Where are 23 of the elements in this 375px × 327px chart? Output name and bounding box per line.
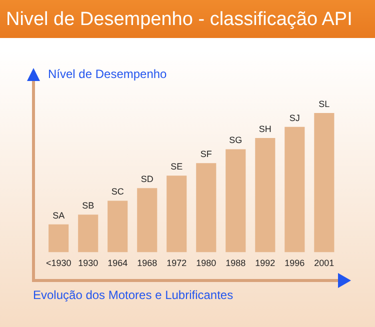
x-tick-label: 1980 <box>196 258 216 268</box>
y-axis-title: Nível de Desempenho <box>48 67 167 81</box>
x-tick-label: <1930 <box>46 258 72 268</box>
x-tick-label: 1988 <box>226 258 246 268</box>
annotation: SC <box>111 186 124 197</box>
x-tick-label: 1968 <box>137 258 158 268</box>
annotation: SJ <box>289 112 300 123</box>
x-tick-label: 1972 <box>166 258 187 268</box>
x-tick-label: 2001 <box>314 258 334 268</box>
annotation: SF <box>200 149 212 160</box>
annotation: SE <box>170 162 183 172</box>
x-tick-label: 1996 <box>284 258 305 268</box>
chart-title: Nivel de Desempenho - classificação API <box>0 0 375 40</box>
x-tick-label: 1964 <box>108 258 128 268</box>
x-tick-label: 1930 <box>78 258 98 268</box>
x-axis-title: Evolução dos Motores e Lubrificantes <box>33 288 234 302</box>
annotation: SH <box>258 124 272 134</box>
annotation: SA <box>52 210 65 220</box>
annotation: SB <box>82 200 94 211</box>
x-tick-label: 1992 <box>255 258 276 268</box>
annotation: SD <box>140 174 154 184</box>
annotation: SG <box>229 135 242 146</box>
annotation: SL <box>318 98 330 109</box>
